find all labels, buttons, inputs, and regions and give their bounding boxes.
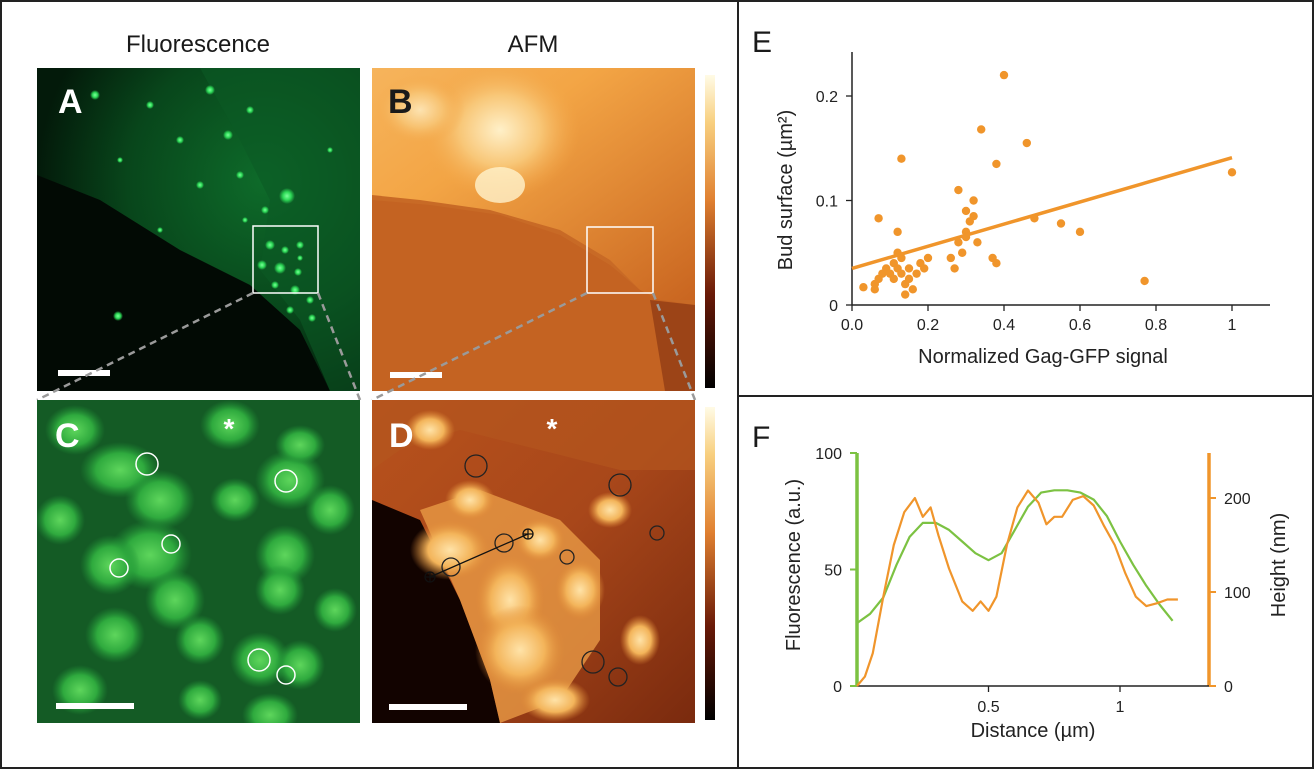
chart-f-x-tick-label: 0.5 — [977, 699, 999, 716]
column-title-afm: AFM — [508, 31, 559, 58]
panel-c-scale-bar — [56, 703, 134, 709]
panel-letter-e: E — [752, 26, 772, 59]
chart-e-point — [889, 274, 898, 284]
chart-e-point — [977, 125, 986, 134]
chart-e-point — [954, 185, 963, 195]
chart-f-height-line — [856, 489, 1178, 687]
chart-e-point — [946, 253, 955, 263]
panel-letter-f: F — [752, 421, 770, 454]
panel-a-zoom-box — [252, 225, 319, 294]
chart-f-fluorescence-line — [856, 489, 1174, 624]
panel-letter-c: C — [55, 417, 80, 455]
chart-e-point — [897, 269, 906, 278]
panel-b-colorbar — [705, 75, 715, 388]
chart-e-point — [1056, 219, 1066, 228]
chart-f-left-y-label: Fluorescence (a.u.) — [783, 479, 805, 651]
chart-e-point — [1022, 138, 1031, 148]
chart-e-x-tick-label: 0.0 — [841, 317, 863, 334]
panel-a-fluorescence-image — [37, 68, 360, 391]
panel-c-asterisk: * — [224, 413, 235, 444]
panel-letter-b: B — [388, 83, 413, 121]
panel-a-scale-bar — [58, 370, 110, 376]
column-title-fluorescence: Fluorescence — [126, 31, 270, 58]
chart-f-left-tick-label: 0 — [833, 679, 842, 696]
chart-e-point — [992, 159, 1001, 169]
chart-e-x-tick-label: 0.4 — [993, 317, 1015, 334]
chart-e-point — [999, 70, 1009, 80]
chart-e-point — [969, 196, 978, 205]
chart-f-left-tick-label: 50 — [824, 563, 842, 580]
panel-b-scale-bar — [390, 372, 442, 378]
chart-e-x-tick-label: 0.6 — [1069, 317, 1091, 334]
panel-d-asterisk: * — [547, 413, 558, 444]
chart-e-point — [1227, 168, 1237, 177]
panel-d-afm-zoom — [372, 400, 695, 723]
chart-e-point — [897, 154, 906, 163]
zoom-line-b-left — [371, 291, 588, 402]
panel-letter-d: D — [389, 417, 414, 455]
chart-f-x-label: Distance (µm) — [971, 720, 1096, 742]
chart-e-x-tick-label: 0.2 — [917, 317, 939, 334]
chart-e-point — [1140, 276, 1149, 286]
chart-e-point — [920, 264, 929, 273]
chart-e-y-label: Bud surface (µm²) — [775, 110, 797, 270]
chart-e-y-tick-label: 0.2 — [816, 89, 838, 106]
chart-e-point — [870, 285, 879, 294]
chart-e-y-tick-label: 0.1 — [816, 194, 838, 211]
chart-e-point — [950, 264, 959, 273]
chart-e-fit-line — [851, 155, 1233, 271]
chart-f-x-tick-label: 1 — [1116, 699, 1125, 716]
chart-e-point — [904, 274, 914, 284]
chart-f-line: 0.5 1 0 50 100 0 100 200 Distance (µm) Fluoresc… — [783, 446, 1290, 742]
panel-c-fluorescence-zoom — [37, 400, 360, 723]
chart-e-point — [969, 211, 978, 221]
panel-b-zoom-box — [586, 226, 654, 294]
chart-e-point — [958, 248, 967, 257]
chart-e-x-tick-label: 1 — [1228, 317, 1237, 334]
chart-e-point — [954, 238, 963, 247]
chart-e-point — [992, 259, 1001, 268]
chart-e-point — [874, 214, 883, 223]
panel-d-bud-circles — [441, 454, 665, 687]
chart-e-x-tick-label: 0.8 — [1145, 317, 1167, 334]
panel-c-bud-circles — [109, 452, 298, 685]
chart-e-point — [912, 269, 921, 278]
chart-e-point — [901, 290, 910, 299]
chart-e-point — [908, 285, 917, 294]
panel-d-scale-bar — [389, 704, 467, 710]
chart-e-point — [893, 227, 902, 237]
chart-e-y-tick-label: 0 — [829, 298, 838, 315]
chart-e-point — [973, 238, 982, 247]
chart-f-left-tick-label: 100 — [815, 446, 842, 463]
chart-e-point — [1075, 227, 1085, 237]
chart-f-right-y-label: Height (nm) — [1268, 513, 1290, 617]
chart-e-point — [923, 253, 933, 263]
panel-d-profile-line — [424, 528, 534, 583]
chart-f-right-tick-label: 0 — [1224, 679, 1233, 696]
chart-e-point — [961, 206, 971, 216]
panel-letter-a: A — [58, 83, 83, 121]
panel-d-colorbar — [705, 407, 715, 720]
chart-e-scatter: 0.0 0.2 0.4 0.6 0.8 1 0 0.1 0.2 Normalized Gag-G… — [775, 52, 1270, 368]
zoom-line-a-left — [36, 291, 254, 402]
chart-f-right-tick-label: 200 — [1224, 491, 1251, 508]
chart-e-point — [859, 283, 868, 292]
chart-e-x-label: Normalized Gag-GFP signal — [918, 346, 1168, 368]
panel-b-afm-image — [372, 68, 695, 391]
chart-f-right-tick-label: 100 — [1224, 585, 1251, 602]
chart-e-point — [904, 264, 914, 273]
